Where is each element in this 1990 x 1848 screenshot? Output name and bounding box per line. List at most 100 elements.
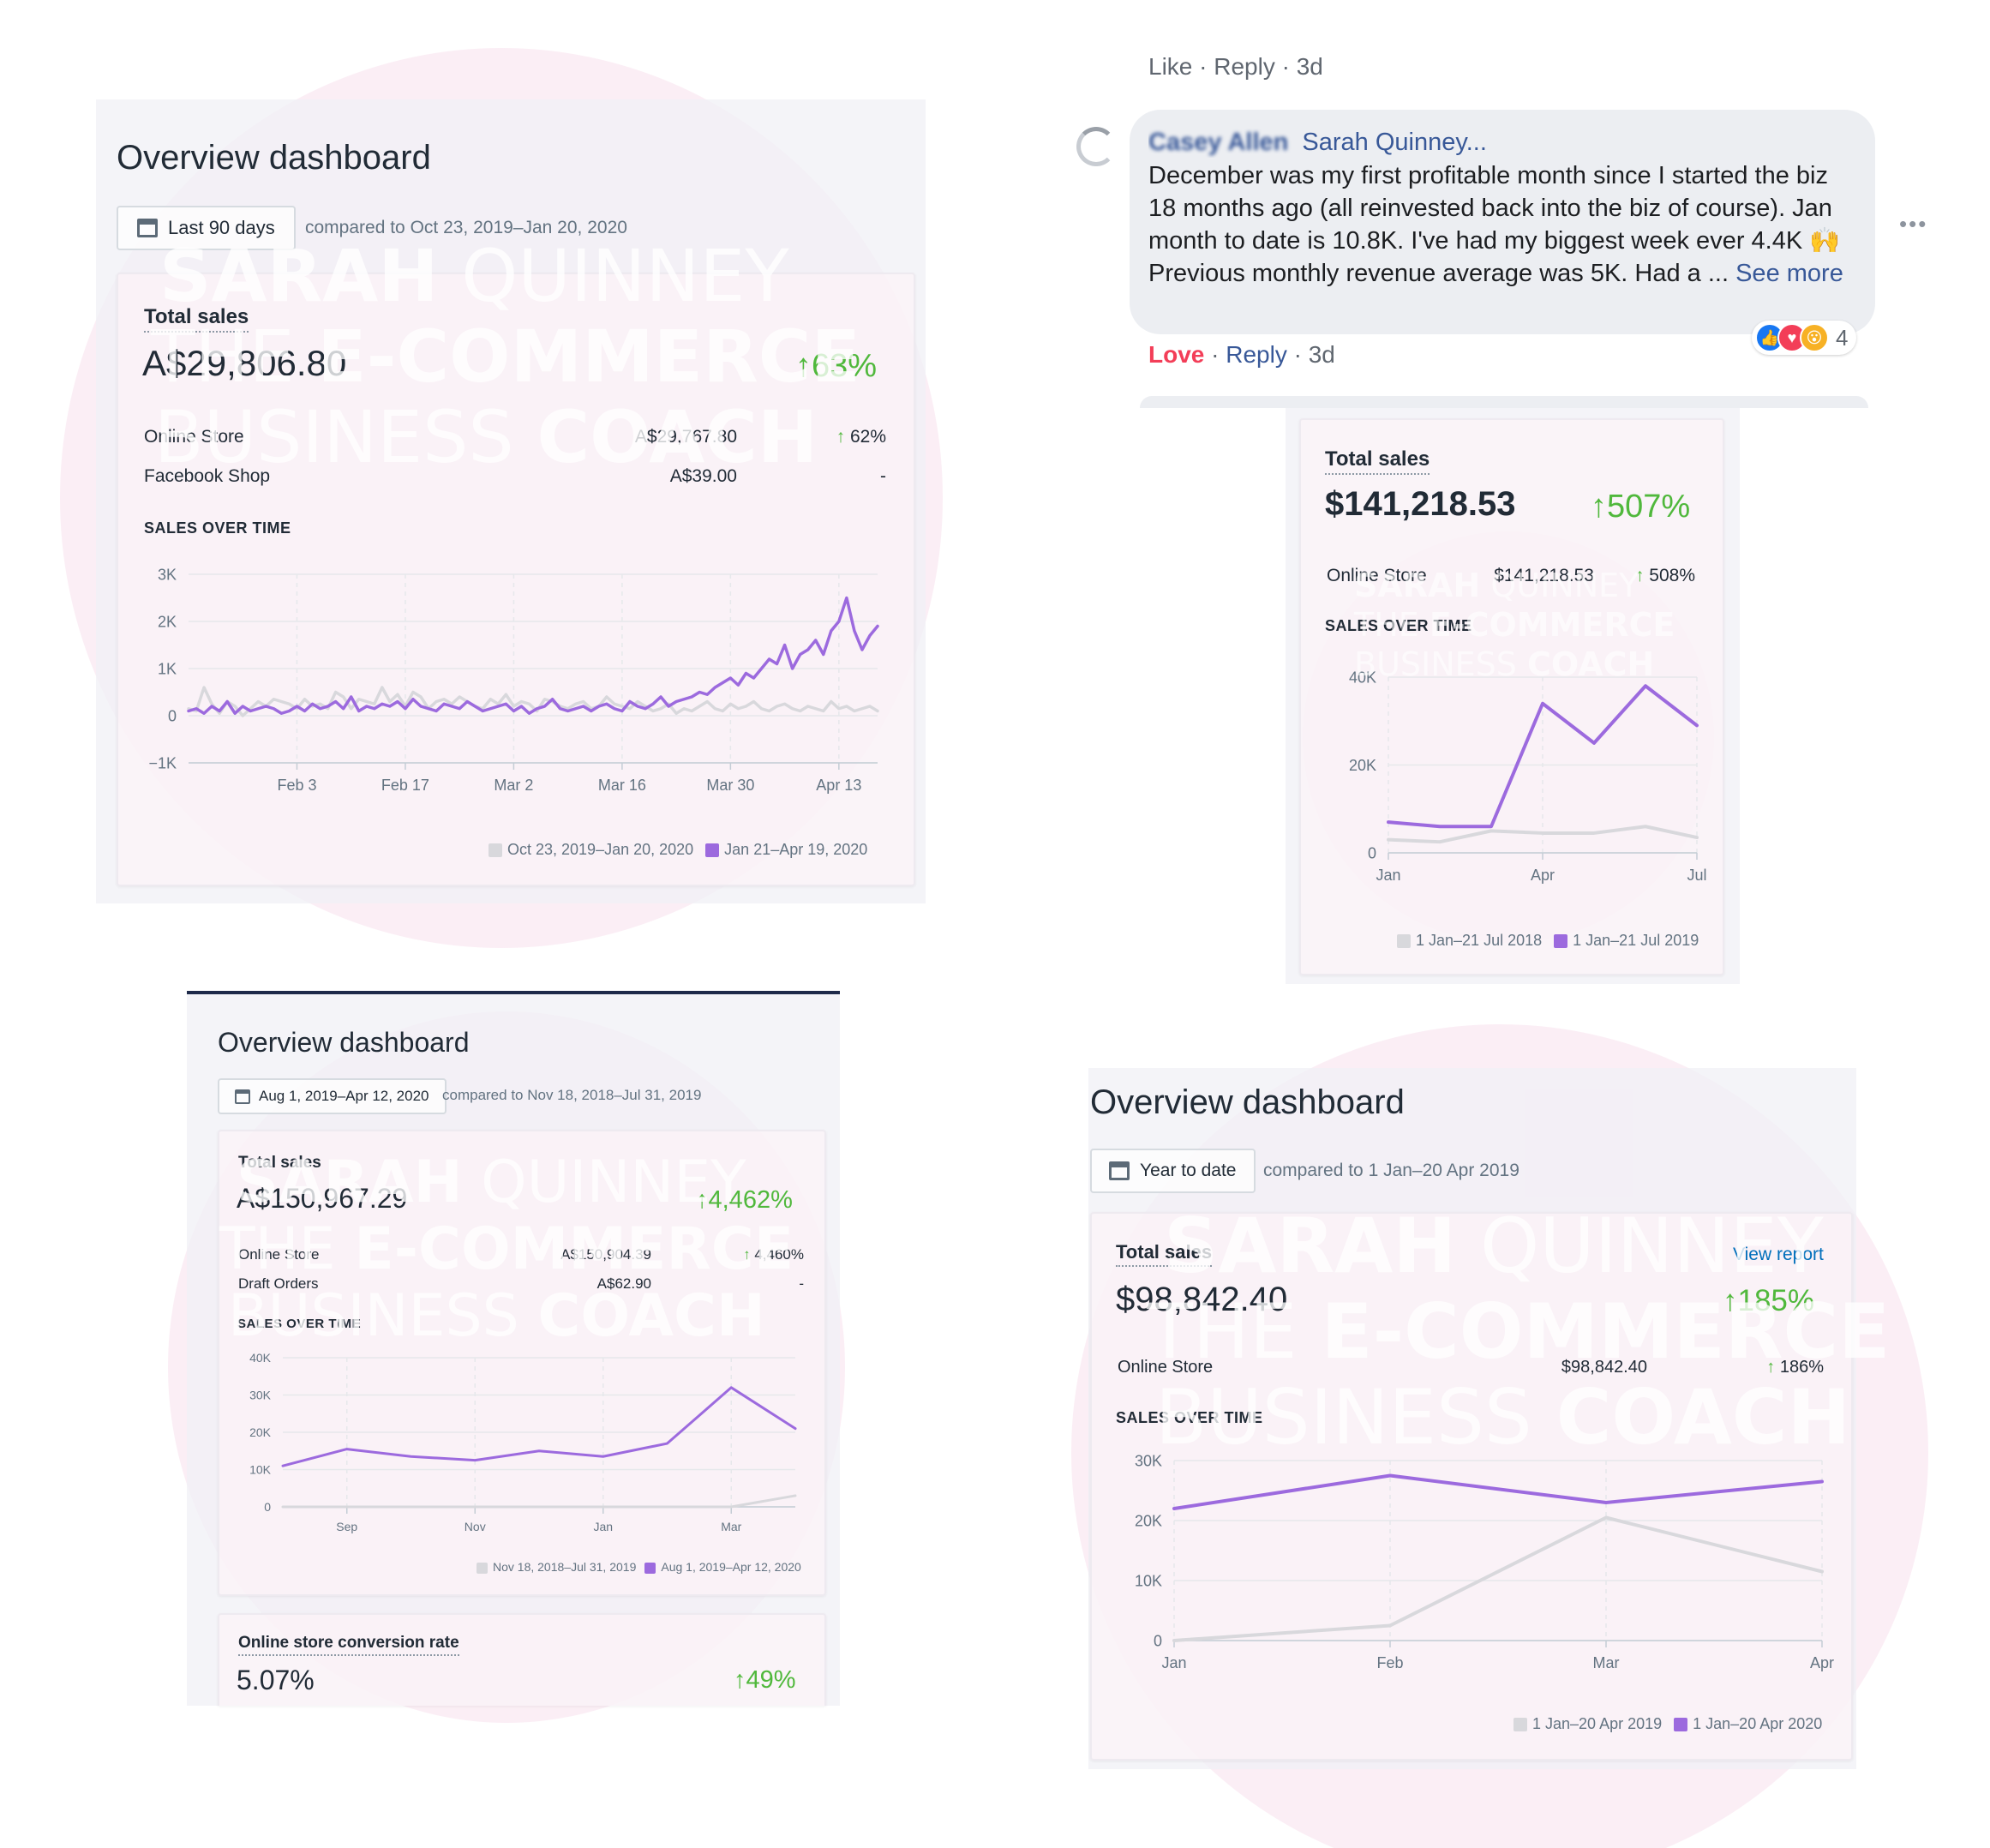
dashboard-4-compared: compared to 1 Jan–20 Apr 2019 <box>1263 1161 1519 1180</box>
date-range-label: Year to date <box>1140 1161 1237 1180</box>
fb-comment-actions: Love · Reply · 3d <box>1148 341 1335 368</box>
dashboard-3-date-range-button[interactable]: Aug 1, 2019–Apr 12, 2020 <box>218 1078 447 1114</box>
x-tick-label: Jul <box>1687 867 1706 884</box>
x-tick-label: Jan <box>1161 1654 1186 1671</box>
y-tick-label: 20K <box>1135 1512 1162 1529</box>
dashboard-4-total-sales-label[interactable]: Total sales <box>1116 1241 1213 1267</box>
x-tick-label: Apr <box>1531 867 1555 884</box>
x-tick-label: Jan <box>593 1520 613 1533</box>
dashboard-3-legend: Nov 18, 2018–Jul 31, 2019 Aug 1, 2019–Ap… <box>477 1560 801 1574</box>
y-tick-label: 2K <box>158 613 177 630</box>
dashboard-2-sales-over-time-heading: SALES OVER TIME <box>1325 617 1472 634</box>
dashboard-1-row-label: Facebook Shop <box>144 466 271 486</box>
y-tick-label: 1K <box>158 660 177 677</box>
date-range-label: Last 90 days <box>168 217 275 238</box>
dashboard-3-row-change: ↑ 4,460% <box>743 1246 804 1263</box>
dashboard-1-row-value: A$39.00 <box>669 466 737 486</box>
x-tick-label: Mar <box>1593 1654 1620 1671</box>
x-tick-label: Feb 3 <box>277 777 316 794</box>
more-dots-icon[interactable]: ••• <box>1899 211 1928 237</box>
series-line <box>1172 1515 1824 1642</box>
legend-item: 1 Jan–21 Jul 2019 <box>1554 932 1699 950</box>
y-tick-label: 10K <box>249 1462 272 1476</box>
dashboard-3-conversion-card <box>218 1613 826 1706</box>
dashboard-4-date-range-button[interactable]: Year to date <box>1090 1149 1256 1193</box>
calendar-icon <box>1109 1161 1130 1180</box>
dashboard-3-row-value: A$150,904.39 <box>560 1246 651 1263</box>
fb-top-meta[interactable]: Like · Reply · 3d <box>1148 53 1323 80</box>
series-line <box>1387 825 1699 844</box>
series-line <box>187 596 879 715</box>
fb-see-more-link[interactable]: See more <box>1735 260 1843 287</box>
dashboard-1-row-change: - <box>880 466 886 486</box>
calendar-icon <box>235 1089 250 1104</box>
dashboard-3-row-change: - <box>799 1275 804 1292</box>
x-tick-label: Mar 30 <box>706 777 754 794</box>
dashboard-1-total-sales-change: ↑63% <box>795 348 878 384</box>
wow-reaction-icon: 😮 <box>1800 323 1829 352</box>
series-line <box>1387 684 1699 829</box>
x-tick-label: Sep <box>336 1520 357 1533</box>
y-tick-label: 10K <box>1135 1572 1162 1589</box>
y-tick-label: 30K <box>249 1388 272 1401</box>
dashboard-1-total-sales-card <box>117 273 915 886</box>
fb-love-link[interactable]: Love <box>1148 341 1205 368</box>
y-tick-label: 20K <box>1349 757 1376 774</box>
legend-item: Oct 23, 2019–Jan 20, 2020 <box>489 841 693 859</box>
y-tick-label: 40K <box>1349 669 1376 686</box>
legend-item: Nov 18, 2018–Jul 31, 2019 <box>477 1560 636 1574</box>
dashboard-2-legend: 1 Jan–21 Jul 2018 1 Jan–21 Jul 2019 <box>1397 932 1699 950</box>
x-tick-label: Mar <box>721 1520 741 1533</box>
dashboard-3-row-label: Draft Orders <box>238 1275 319 1292</box>
like-reaction-icon: 👍 <box>1755 323 1784 352</box>
fb-reactions[interactable]: 👍 ♥ 😮 4 <box>1752 321 1857 355</box>
dashboard-3-top-border <box>187 991 840 994</box>
view-report-link[interactable]: View report <box>1733 1245 1824 1264</box>
dashboard-1-title: Overview dashboard <box>117 139 431 177</box>
fb-comment-author[interactable]: Casey Allen Sarah Quinney... <box>1148 129 1791 158</box>
dashboard-3-total-sales-change: ↑4,462% <box>696 1186 793 1214</box>
fb-comment-time: 3d <box>1308 341 1335 368</box>
dashboard-1-total-sales-value: A$29,806.80 <box>142 343 347 383</box>
x-tick-label: Feb <box>1376 1654 1403 1671</box>
dashboard-1-row-change: ↑ 62% <box>836 427 886 447</box>
legend-item: Aug 1, 2019–Apr 12, 2020 <box>644 1560 801 1574</box>
fb-author-name[interactable]: Casey Allen <box>1148 129 1289 156</box>
dashboard-2-total-sales-card <box>1299 418 1724 975</box>
legend-item: 1 Jan–20 Apr 2019 <box>1513 1715 1662 1733</box>
date-range-label: Aug 1, 2019–Apr 12, 2020 <box>259 1088 429 1104</box>
y-tick-label: 0 <box>168 707 177 724</box>
dashboard-1-row-label: Online Store <box>144 427 244 447</box>
dashboard-4-total-sales-change: ↑185% <box>1723 1284 1815 1317</box>
dashboard-1-date-range-button[interactable]: Last 90 days <box>117 206 296 250</box>
calendar-icon <box>137 219 158 237</box>
y-tick-label: 30K <box>1135 1452 1162 1469</box>
dashboard-3-total-sales-label[interactable]: Total sales <box>238 1154 321 1172</box>
x-tick-label: Mar 2 <box>494 777 533 794</box>
y-tick-label: 3K <box>158 566 177 583</box>
fb-mention[interactable]: Sarah Quinney... <box>1302 129 1487 156</box>
x-tick-label: Apr 13 <box>816 777 861 794</box>
y-tick-label: 20K <box>249 1425 272 1439</box>
dashboard-4-legend: 1 Jan–20 Apr 2019 1 Jan–20 Apr 2020 <box>1513 1715 1822 1733</box>
y-tick-label: 0 <box>1154 1632 1162 1649</box>
dashboard-2-total-sales-label[interactable]: Total sales <box>1325 447 1430 475</box>
fb-avatar-spinner <box>1076 127 1116 166</box>
x-tick-label: Nov <box>465 1520 486 1533</box>
dashboard-3-row-label: Online Store <box>238 1246 320 1263</box>
y-tick-label: 40K <box>249 1351 272 1365</box>
dashboard-3-conversion-label[interactable]: Online store conversion rate <box>238 1634 459 1656</box>
dashboard-2-total-sales-value: $141,218.53 <box>1325 485 1516 523</box>
fb-reply-link[interactable]: Reply <box>1226 341 1287 368</box>
dashboard-3-compared: compared to Nov 18, 2018–Jul 31, 2019 <box>442 1087 702 1103</box>
series-line <box>281 1494 797 1509</box>
dashboard-2-row-label: Online Store <box>1327 566 1427 585</box>
x-tick-label: Jan <box>1376 867 1400 884</box>
legend-item: Jan 21–Apr 19, 2020 <box>705 841 867 859</box>
y-tick-label: 0 <box>264 1500 271 1514</box>
series-line <box>281 1386 797 1467</box>
dashboard-4-row-value: $98,842.40 <box>1561 1358 1647 1377</box>
dashboard-3-conversion-value: 5.07% <box>237 1665 315 1695</box>
dashboard-2-row-value: $141,218.53 <box>1494 566 1594 585</box>
dashboard-1-total-sales-label[interactable]: Total sales <box>144 305 249 333</box>
